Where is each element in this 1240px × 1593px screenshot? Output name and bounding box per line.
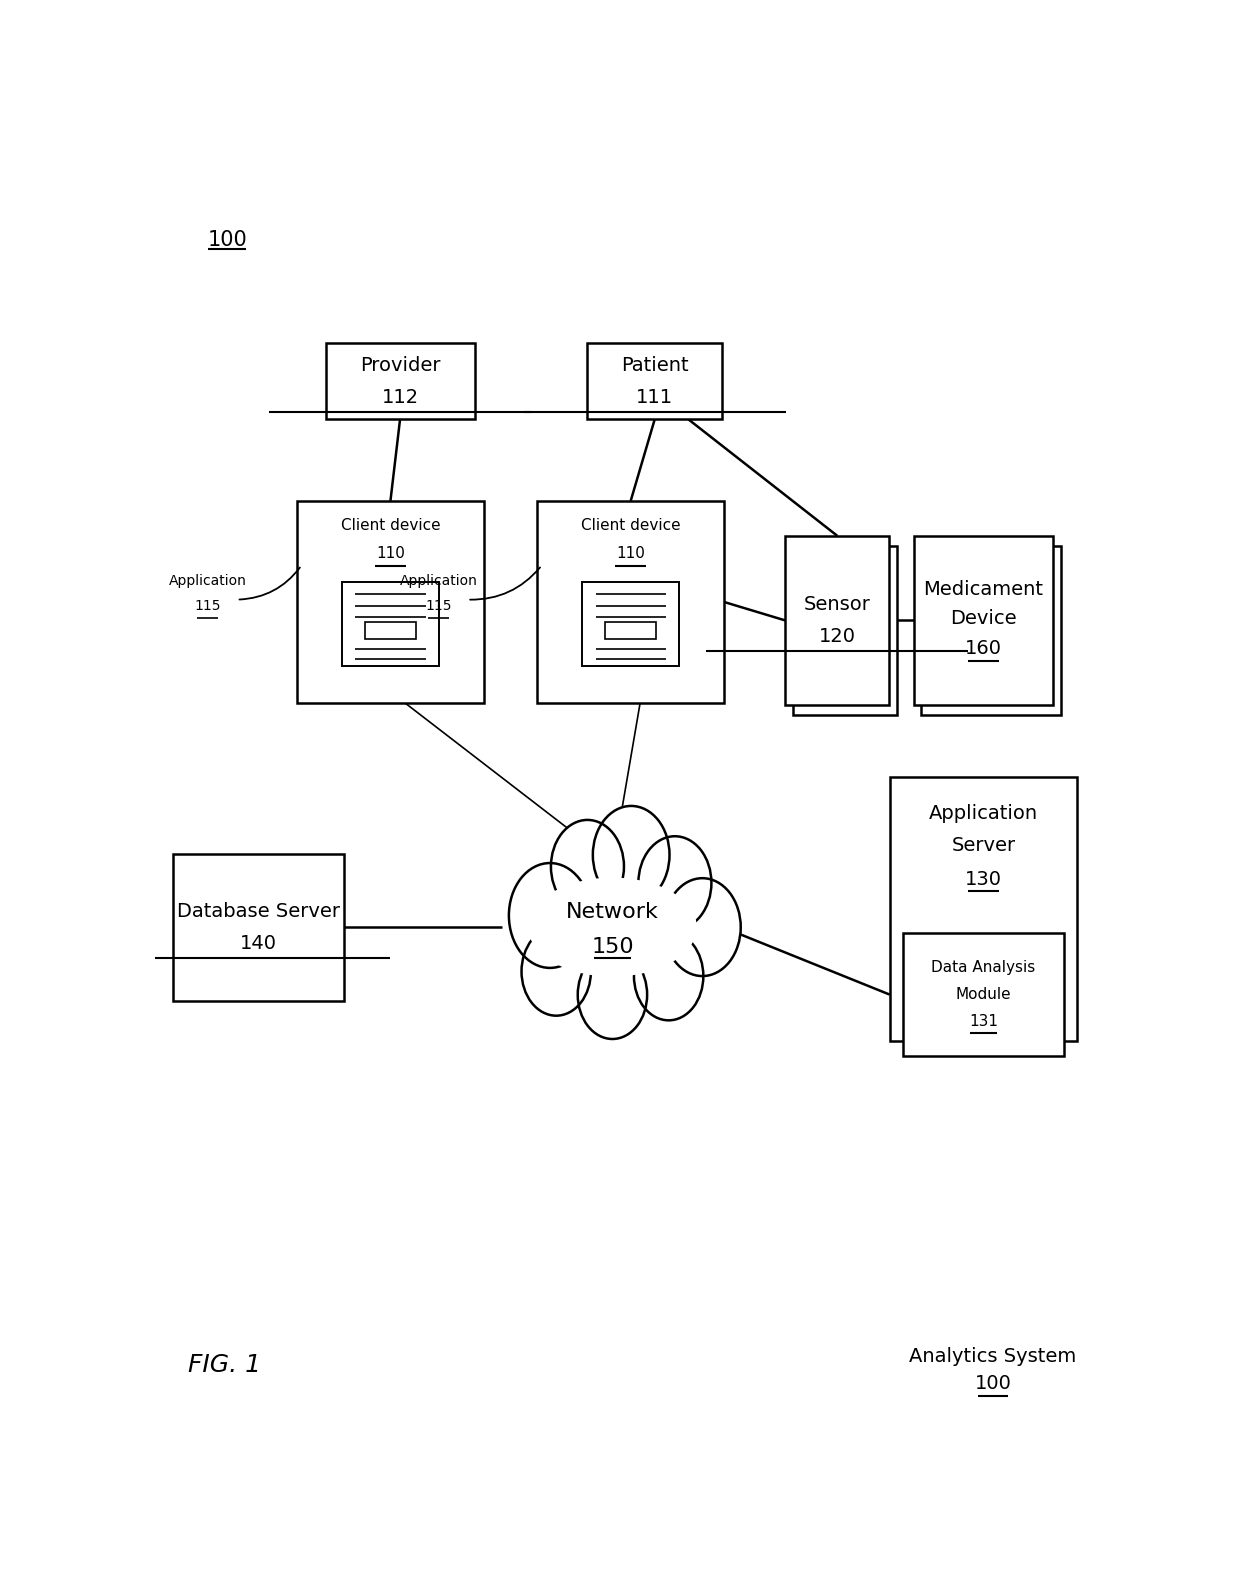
Text: 110: 110 [376, 546, 405, 561]
Ellipse shape [518, 863, 706, 991]
FancyBboxPatch shape [174, 854, 345, 1000]
Ellipse shape [537, 906, 687, 970]
Circle shape [639, 836, 712, 929]
Ellipse shape [528, 878, 697, 977]
Text: Database Server: Database Server [177, 902, 340, 921]
Text: Network: Network [565, 902, 658, 922]
Text: Patient: Patient [621, 355, 688, 374]
FancyBboxPatch shape [326, 342, 475, 419]
Text: Server: Server [951, 836, 1016, 855]
Circle shape [634, 932, 703, 1021]
Text: Sensor: Sensor [804, 596, 870, 613]
FancyBboxPatch shape [537, 500, 724, 703]
Circle shape [593, 806, 670, 903]
Text: 140: 140 [241, 933, 278, 953]
FancyBboxPatch shape [605, 623, 656, 639]
Text: 111: 111 [636, 387, 673, 406]
Text: 120: 120 [818, 628, 856, 645]
Text: Device: Device [950, 609, 1017, 628]
Text: 112: 112 [382, 387, 419, 406]
Text: Medicament: Medicament [924, 580, 1043, 599]
Text: 115: 115 [425, 599, 451, 613]
Text: 100: 100 [207, 231, 247, 250]
Circle shape [578, 951, 647, 1039]
FancyBboxPatch shape [785, 535, 889, 706]
Text: Provider: Provider [360, 355, 440, 374]
FancyBboxPatch shape [296, 500, 484, 703]
FancyBboxPatch shape [365, 623, 415, 639]
FancyBboxPatch shape [588, 342, 722, 419]
FancyBboxPatch shape [914, 535, 1053, 706]
Text: 115: 115 [195, 599, 221, 613]
Text: 131: 131 [968, 1015, 998, 1029]
FancyBboxPatch shape [582, 583, 680, 666]
FancyBboxPatch shape [921, 546, 1060, 715]
Text: 150: 150 [591, 937, 634, 957]
FancyBboxPatch shape [903, 933, 1064, 1056]
Text: 100: 100 [975, 1373, 1012, 1392]
FancyBboxPatch shape [342, 583, 439, 666]
Circle shape [551, 820, 624, 913]
Circle shape [508, 863, 591, 969]
Text: FIG. 1: FIG. 1 [187, 1352, 260, 1376]
Text: 160: 160 [965, 639, 1002, 658]
FancyBboxPatch shape [889, 777, 1078, 1040]
Text: Client device: Client device [580, 518, 681, 534]
Text: Data Analysis: Data Analysis [931, 961, 1035, 975]
Text: Module: Module [956, 988, 1011, 1002]
Text: 130: 130 [965, 870, 1002, 889]
Circle shape [665, 878, 740, 977]
Text: Client device: Client device [341, 518, 440, 534]
Circle shape [522, 927, 591, 1016]
Text: 110: 110 [616, 546, 645, 561]
Text: Application: Application [929, 804, 1038, 824]
Text: Application: Application [399, 573, 477, 588]
Text: Analytics System: Analytics System [909, 1348, 1076, 1365]
FancyBboxPatch shape [794, 546, 897, 715]
Text: Application: Application [169, 573, 247, 588]
